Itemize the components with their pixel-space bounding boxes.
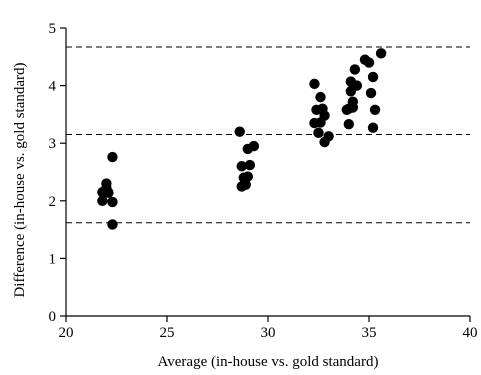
data-point-37 [363, 57, 375, 68]
x-tick-label-0: 20 [59, 325, 74, 341]
data-point-41 [369, 104, 381, 115]
reference-lines [66, 46, 470, 224]
x-axis-title: Average (in-house vs. gold standard) [158, 354, 379, 370]
data-point-17 [309, 78, 320, 90]
data-point-38 [365, 87, 377, 99]
y-tick-label-2: 2 [49, 194, 57, 210]
data-point-15 [244, 159, 256, 171]
data-point-34 [349, 64, 361, 75]
x-ticks: 20 25 30 35 40 [59, 316, 478, 341]
data-point-3 [101, 178, 112, 189]
x-tick-label-1: 25 [160, 325, 175, 341]
data-point-33 [347, 102, 359, 113]
data-point-28 [343, 118, 354, 130]
data-point-6 [107, 196, 118, 208]
data-point-4 [103, 187, 114, 198]
data-point-21 [315, 91, 326, 103]
data-point-0 [97, 195, 108, 206]
data-point-8 [234, 126, 245, 137]
y-tick-label-5: 5 [49, 21, 57, 37]
x-tick-label-4: 40 [463, 325, 478, 341]
data-point-26 [323, 131, 334, 142]
y-tick-label-0: 0 [49, 309, 57, 325]
data-point-39 [367, 71, 379, 83]
y-tick-label-3: 3 [49, 136, 57, 152]
data-point-20 [313, 127, 324, 139]
y-tick-label-4: 4 [49, 79, 57, 95]
x-tick-label-3: 35 [362, 325, 377, 341]
x-tick-label-2: 30 [261, 325, 276, 341]
data-point-40 [367, 122, 379, 133]
y-axis-title: Difference (in-house vs. gold standard) [12, 62, 28, 297]
data-point-5 [107, 151, 118, 163]
data-point-24 [319, 110, 330, 121]
data-point-9 [236, 161, 247, 172]
data-point-12 [240, 179, 251, 190]
data-points [97, 48, 387, 230]
data-point-42 [375, 48, 387, 59]
data-point-16 [248, 140, 260, 152]
y-tick-label-1: 1 [49, 251, 57, 267]
data-point-35 [351, 80, 363, 91]
data-point-7 [107, 219, 118, 230]
data-point-13 [242, 171, 253, 182]
y-ticks: 0 1 2 3 4 5 [49, 21, 66, 325]
